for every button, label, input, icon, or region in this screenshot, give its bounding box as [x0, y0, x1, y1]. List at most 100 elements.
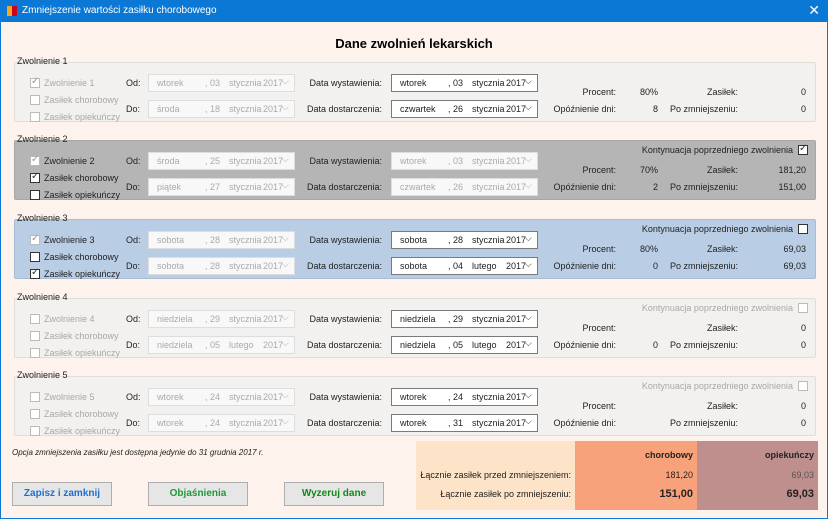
chevron-down-icon[interactable]: ⌵: [525, 259, 532, 269]
day-value: 28: [210, 235, 221, 245]
date-picker-do[interactable]: środa , 18 stycznia 2017 ⌵: [148, 100, 295, 118]
checkbox-2[interactable]: [30, 190, 40, 200]
checkbox-label: Zasiłek chorobowy: [44, 252, 119, 262]
date-picker-od[interactable]: sobota , 28 stycznia 2017 ⌵: [148, 231, 295, 249]
chevron-down-icon[interactable]: ⌵: [282, 233, 289, 243]
date-picker-do[interactable]: niedziela , 05 lutego 2017 ⌵: [148, 336, 295, 354]
date-picker-wyst[interactable]: sobota , 28 stycznia 2017 ⌵: [391, 231, 538, 249]
kontynuacja-checkbox[interactable]: [798, 143, 808, 155]
date-picker-od[interactable]: niedziela , 29 stycznia 2017 ⌵: [148, 310, 295, 328]
day: , 29: [205, 314, 221, 324]
kontynuacja-label: Kontynuacja poprzedniego zwolnienia: [641, 145, 793, 155]
date-picker-do[interactable]: piątek , 27 stycznia 2017 ⌵: [148, 178, 295, 196]
chevron-down-icon[interactable]: ⌵: [525, 180, 532, 190]
chevron-down-icon[interactable]: ⌵: [525, 338, 532, 348]
checkbox-0[interactable]: [30, 76, 40, 88]
section-zwolnienie-2: Zwolnienie 2 Zwolnienie 2 Zasiłek chorob…: [12, 131, 818, 203]
checkbox-1[interactable]: [30, 171, 40, 183]
opoznienie-value: 0: [652, 340, 658, 350]
zasilek-label: Zasiłek:: [706, 165, 738, 175]
chevron-down-icon[interactable]: ⌵: [282, 312, 289, 322]
do-label: Do:: [126, 340, 141, 350]
date-picker-dost[interactable]: niedziela , 05 lutego 2017 ⌵: [391, 336, 538, 354]
chevron-down-icon[interactable]: ⌵: [282, 416, 289, 426]
year: 2017: [506, 340, 527, 350]
section-legend: Zwolnienie 1: [17, 56, 68, 66]
chevron-down-icon[interactable]: ⌵: [282, 338, 289, 348]
day: , 28: [205, 235, 221, 245]
section-zwolnienie-1: Zwolnienie 1 Zwolnienie 1 Zasiłek chorob…: [12, 53, 818, 125]
weekday: wtorek: [157, 392, 184, 402]
checkbox-1[interactable]: [30, 252, 40, 262]
checkbox-0[interactable]: [30, 392, 40, 402]
chevron-down-icon[interactable]: ⌵: [525, 390, 532, 400]
chevron-down-icon[interactable]: ⌵: [525, 154, 532, 164]
checkbox-1[interactable]: [30, 409, 40, 419]
reset-data-button[interactable]: Wyzeruj dane: [284, 482, 384, 506]
checkbox-2[interactable]: [30, 348, 40, 358]
save-close-button[interactable]: Zapisz i zamknij: [12, 482, 112, 506]
kontynuacja-checkbox[interactable]: [798, 303, 808, 313]
date-picker-dost[interactable]: wtorek , 31 stycznia 2017 ⌵: [391, 414, 538, 432]
checkbox-2[interactable]: [30, 426, 40, 436]
chevron-down-icon[interactable]: ⌵: [282, 259, 289, 269]
weekday: sobota: [400, 235, 428, 245]
chevron-down-icon[interactable]: ⌵: [282, 154, 289, 164]
chevron-down-icon[interactable]: ⌵: [525, 102, 532, 112]
checkbox-label: Zasiłek opiekuńczy: [44, 190, 121, 200]
date-picker-wyst[interactable]: wtorek , 03 stycznia 2017 ⌵: [391, 152, 538, 170]
chevron-down-icon[interactable]: ⌵: [525, 312, 532, 322]
chevron-down-icon[interactable]: ⌵: [525, 233, 532, 243]
date-picker-wyst[interactable]: niedziela , 29 stycznia 2017 ⌵: [391, 310, 538, 328]
day-value: 03: [453, 156, 464, 166]
checkbox-0[interactable]: [30, 233, 40, 245]
chevron-down-icon[interactable]: ⌵: [282, 180, 289, 190]
opoznienie-label: Opóźnienie dni:: [553, 418, 616, 428]
checkbox-1[interactable]: [30, 95, 40, 105]
year: 2017: [506, 156, 527, 166]
checkbox-0[interactable]: [30, 314, 40, 324]
date-picker-wyst[interactable]: wtorek , 03 stycznia 2017 ⌵: [391, 74, 538, 92]
checkbox-label: Zwolnienie 3: [44, 235, 95, 245]
zasilek-value: 0: [800, 401, 806, 411]
od-label: Od:: [126, 392, 141, 402]
chevron-down-icon[interactable]: ⌵: [525, 416, 532, 426]
day: , 26: [448, 104, 464, 114]
date-picker-od[interactable]: wtorek , 24 stycznia 2017 ⌵: [148, 388, 295, 406]
checkbox-0[interactable]: [30, 154, 40, 166]
checkbox-label: Zwolnienie 1: [44, 78, 95, 88]
od-label: Od:: [126, 156, 141, 166]
checkbox-2[interactable]: [30, 112, 40, 122]
year: 2017: [263, 182, 284, 192]
wyst-label: Data wystawienia:: [309, 78, 382, 88]
chevron-down-icon[interactable]: ⌵: [282, 390, 289, 400]
od-label: Od:: [126, 78, 141, 88]
checkbox-1[interactable]: [30, 331, 40, 341]
date-picker-do[interactable]: wtorek , 24 stycznia 2017 ⌵: [148, 414, 295, 432]
date-picker-dost[interactable]: czwartek , 26 stycznia 2017 ⌵: [391, 178, 538, 196]
close-icon[interactable]: ✕: [808, 2, 820, 18]
weekday: sobota: [400, 261, 428, 271]
checkbox-2[interactable]: [30, 267, 40, 279]
checkbox-label: Zasiłek chorobowy: [44, 331, 119, 341]
date-picker-wyst[interactable]: wtorek , 24 stycznia 2017 ⌵: [391, 388, 538, 406]
date-picker-dost[interactable]: czwartek , 26 stycznia 2017 ⌵: [391, 100, 538, 118]
chevron-down-icon[interactable]: ⌵: [282, 102, 289, 112]
zasilek-label: Zasiłek:: [706, 87, 738, 97]
weekday: czwartek: [400, 182, 436, 192]
date-picker-od[interactable]: wtorek , 03 stycznia 2017 ⌵: [148, 74, 295, 92]
chevron-down-icon[interactable]: ⌵: [282, 76, 289, 86]
kontynuacja-checkbox[interactable]: [798, 224, 808, 234]
explanations-button[interactable]: Objaśnienia: [148, 482, 248, 506]
chevron-down-icon[interactable]: ⌵: [525, 76, 532, 86]
day-value: 05: [453, 340, 464, 350]
day-value: 28: [453, 235, 464, 245]
date-picker-do[interactable]: sobota , 28 stycznia 2017 ⌵: [148, 257, 295, 275]
day: , 28: [448, 235, 464, 245]
date-picker-od[interactable]: środa , 25 stycznia 2017 ⌵: [148, 152, 295, 170]
total-before-label: Łącznie zasiłek przed zmniejszeniem:: [420, 470, 571, 480]
do-label: Do:: [126, 418, 141, 428]
kontynuacja-checkbox[interactable]: [798, 381, 808, 391]
year: 2017: [506, 392, 527, 402]
date-picker-dost[interactable]: sobota , 04 lutego 2017 ⌵: [391, 257, 538, 275]
